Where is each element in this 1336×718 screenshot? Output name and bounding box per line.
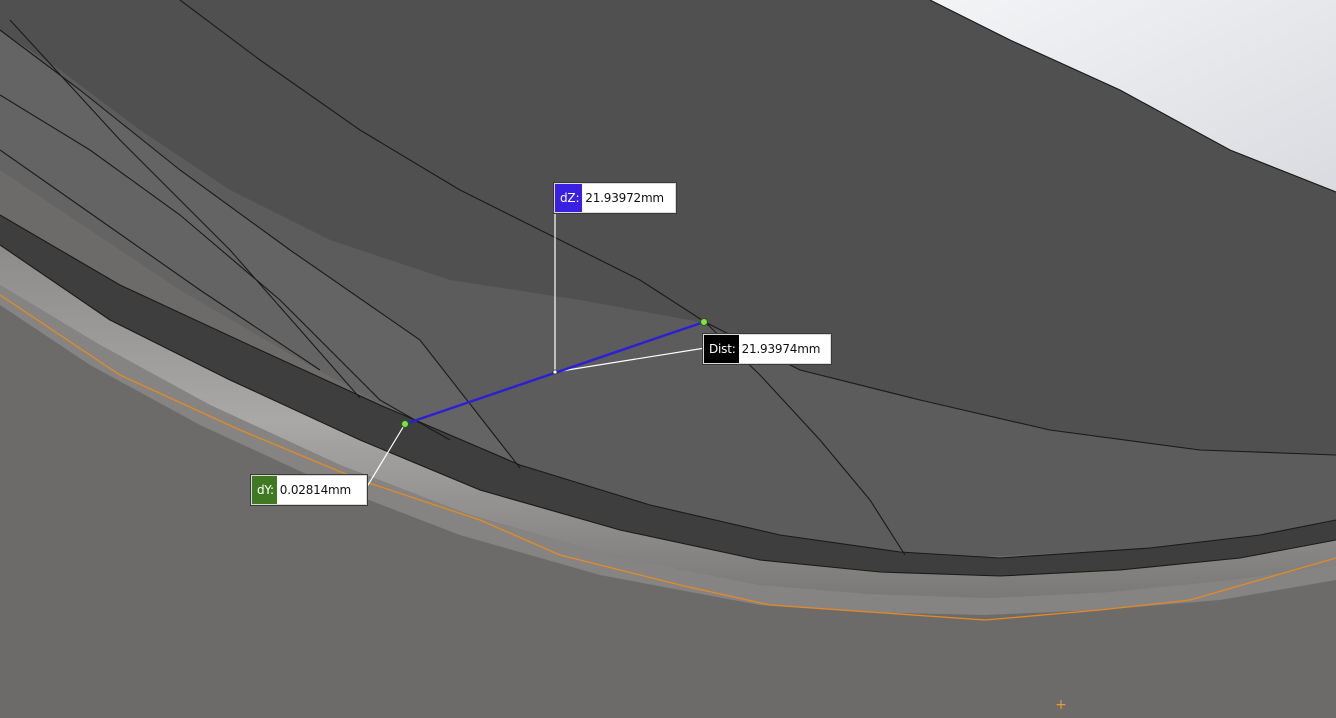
dz-measurement-callout[interactable]: dZ: 21.93972mm	[554, 183, 676, 213]
dist-tag: Dist:	[704, 335, 739, 363]
rim-band-dark[interactable]	[0, 215, 1336, 576]
dz-value: 21.93972mm	[582, 184, 670, 212]
middle-surface[interactable]	[0, 30, 1336, 558]
measure-point-start[interactable]	[401, 420, 409, 428]
background-sky	[930, 0, 1336, 192]
dy-measurement-callout[interactable]: dY: 0.02814mm	[251, 475, 367, 505]
dist-value: 21.93974mm	[738, 335, 827, 363]
rim-band-light[interactable]	[0, 245, 1336, 598]
dz-tag: dZ:	[555, 184, 583, 212]
dy-tag: dY:	[252, 476, 277, 504]
model-edges	[0, 0, 1336, 577]
dy-value: 0.02814mm	[276, 476, 357, 504]
measure-point-end[interactable]	[700, 318, 708, 326]
crosshair-plus-icon: +	[1055, 697, 1067, 713]
callout-leaders	[364, 198, 706, 491]
measure-midpoint	[552, 369, 558, 375]
distance-measurement-callout[interactable]: Dist: 21.93974mm	[703, 334, 831, 364]
selected-edge-orange[interactable]	[0, 294, 1336, 621]
rim-band-outer[interactable]	[0, 285, 1336, 615]
side-wedge-surface[interactable]	[0, 30, 520, 468]
